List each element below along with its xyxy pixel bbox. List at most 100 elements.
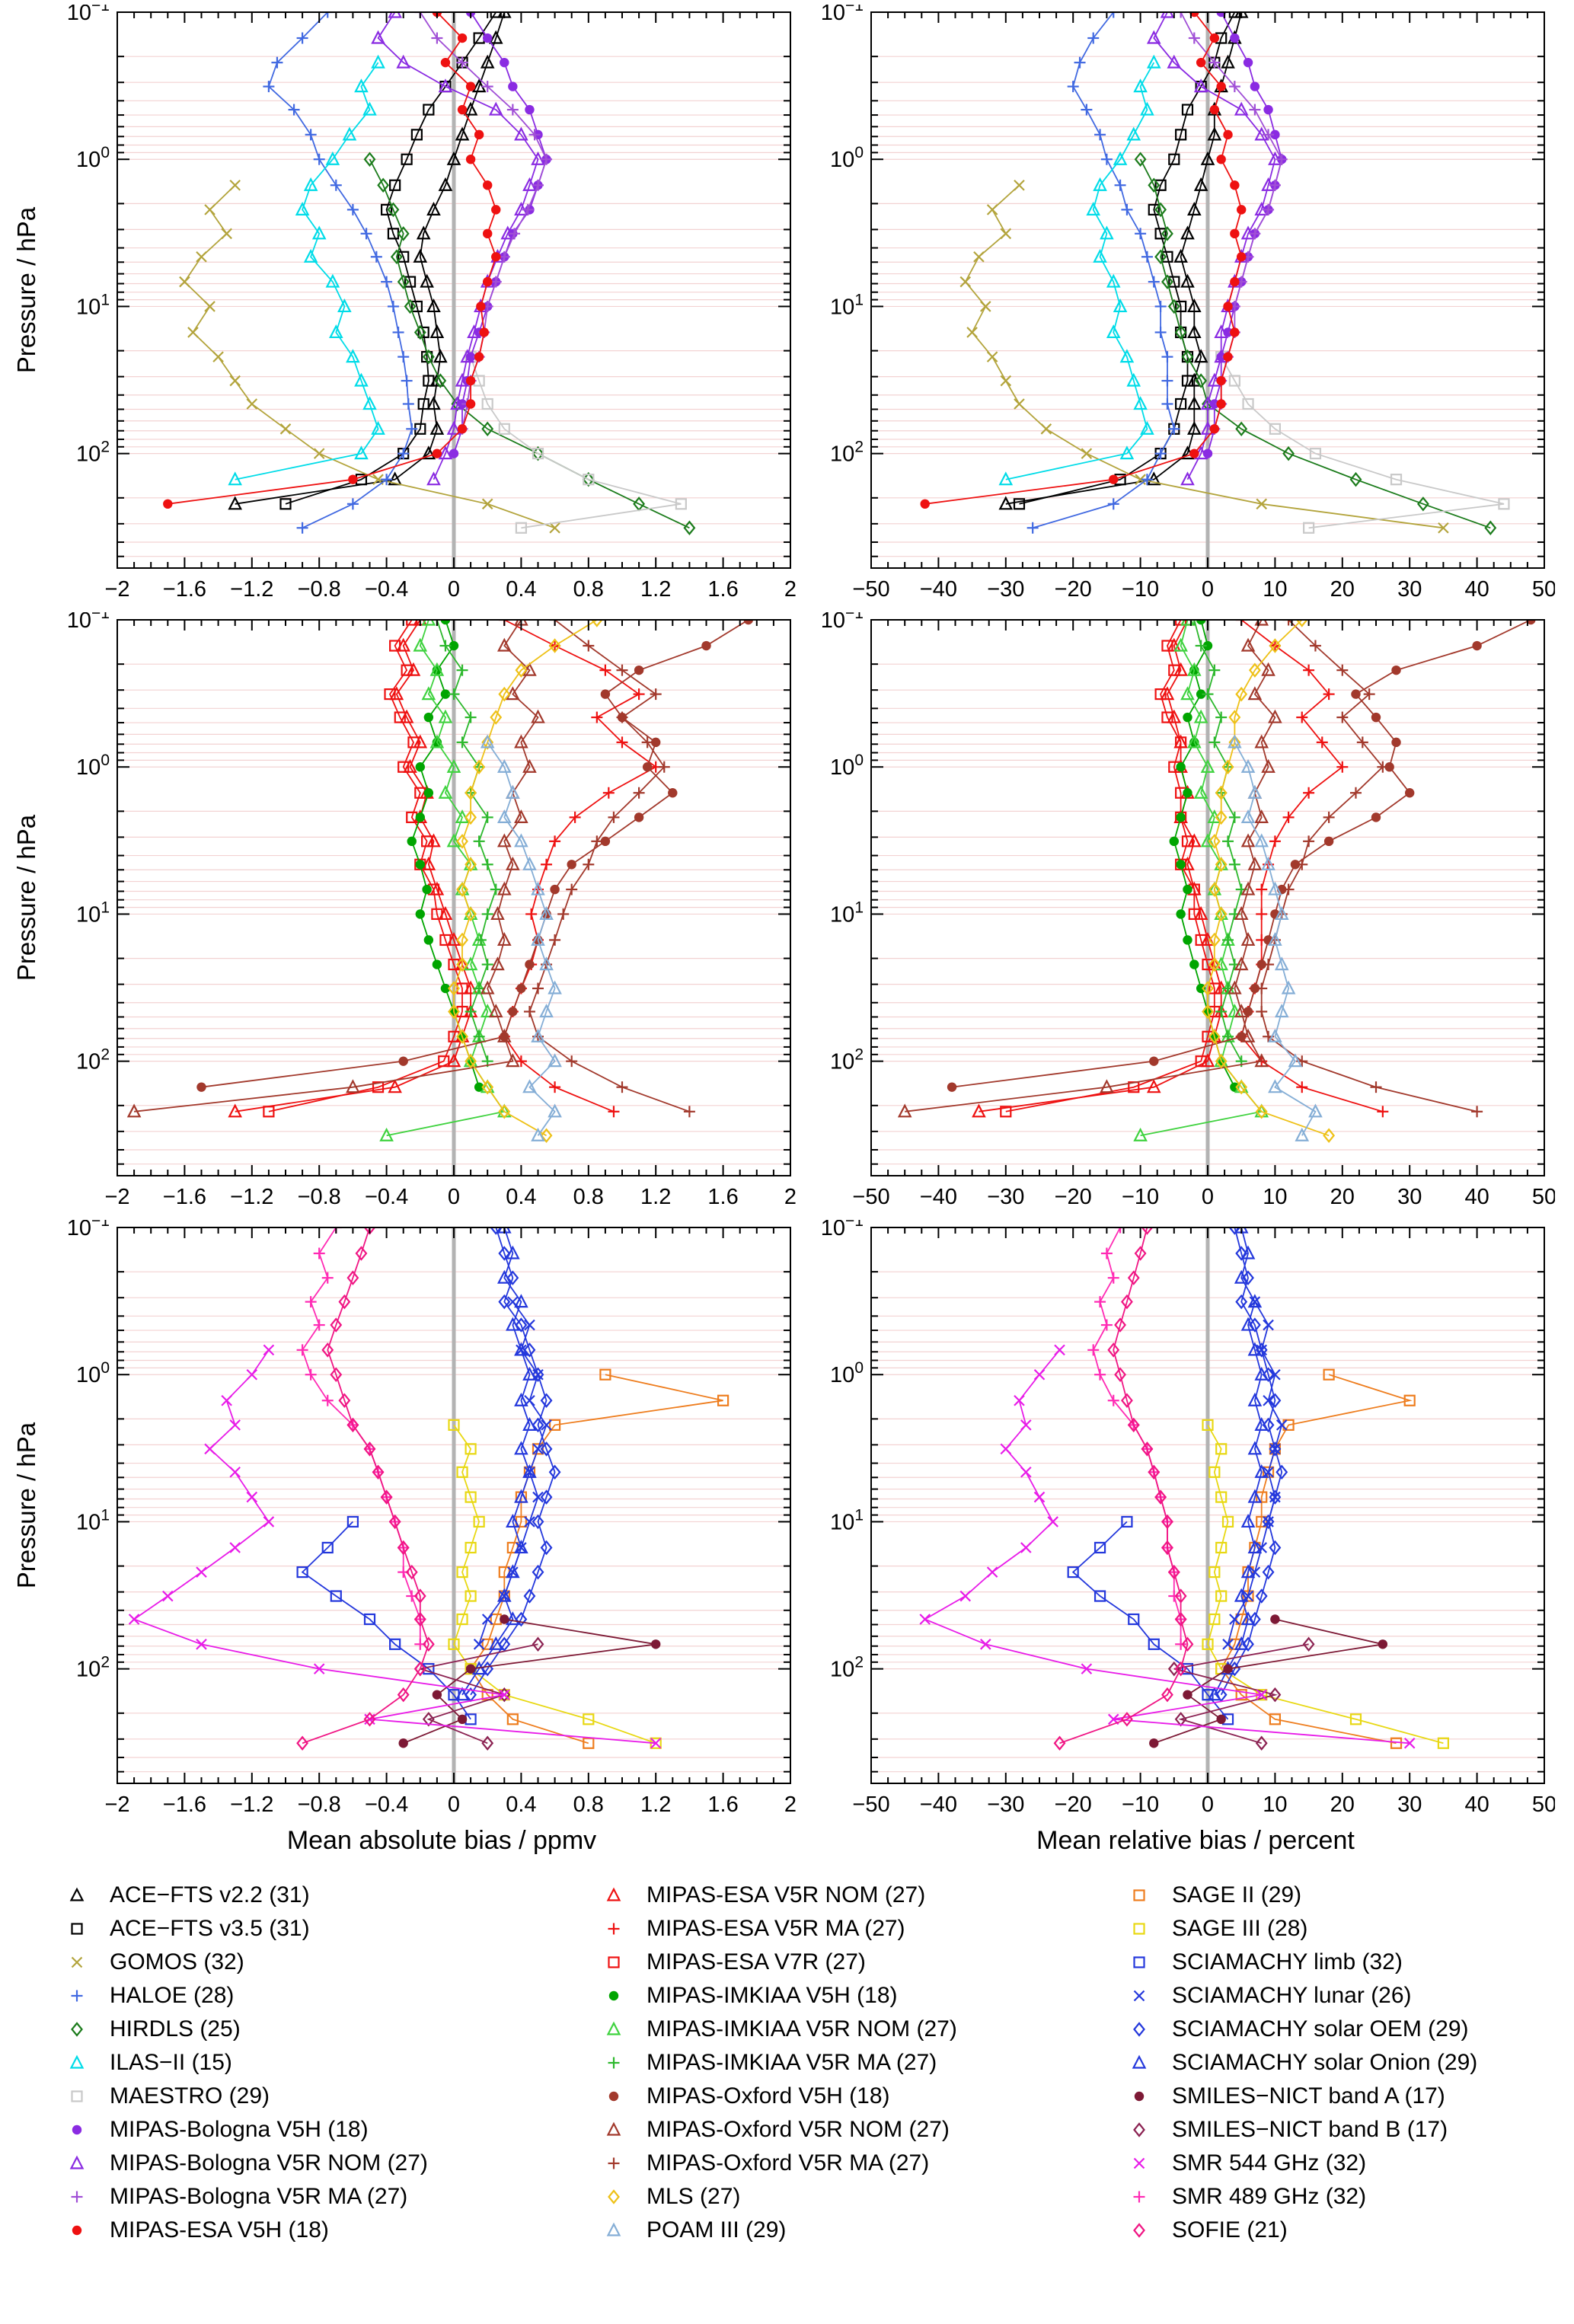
series-markers-sofie (1053, 1227, 1194, 1751)
legend-item-ilas2: ILAS−II (15) (59, 2050, 596, 2076)
axis-tick-labels: −50 −40 −30 −20 −10 0 10 20 30 40 50 10−1 100 101 102 (821, 1220, 1555, 1817)
svg-text:101: 101 (830, 1506, 864, 1534)
series-line-bolv5h (453, 12, 548, 454)
svg-text:−30: −30 (987, 577, 1024, 602)
legend-label: MAESTRO (29) (110, 2083, 270, 2109)
series-line-ace35 (1019, 12, 1236, 505)
legend-label: GOMOS (32) (110, 1949, 244, 1974)
svg-text:102: 102 (76, 439, 110, 467)
panel-relative-bias-row2: −50 −40 −30 −20 −10 0 10 20 30 40 50 10−1 100 101 102 (821, 612, 1555, 1209)
svg-text:−2: −2 (104, 1185, 129, 1209)
legend-marker-x-icon (71, 1956, 83, 1968)
series-markers-smr544 (919, 1344, 1416, 1749)
svg-text:0.8: 0.8 (573, 1792, 604, 1817)
legend-label: ILAS−II (15) (110, 2050, 232, 2075)
plot-area (126, 620, 753, 1143)
legend-marker-triangle-icon (1132, 2054, 1147, 2069)
legend-item-ace22: ACE−FTS v2.2 (31) (59, 1882, 596, 1908)
legend-label: MIPAS-Bologna V5R MA (27) (110, 2184, 408, 2209)
y-axis-title: Pressure / hPa (12, 814, 40, 982)
svg-text:1.6: 1.6 (707, 577, 738, 602)
svg-text:−50: −50 (852, 1185, 889, 1209)
chart-row-3: Pressure / hPa −2 −1.6 −1.2 −0.8 −0.4 0 0.4 0.8… (6, 1220, 1568, 1828)
plot-area (128, 1227, 730, 1751)
series-markers-sage3 (1202, 1419, 1450, 1749)
svg-text:10−1: 10−1 (67, 1220, 110, 1240)
legend-label: POAM III (29) (647, 2217, 787, 2243)
series-line-ace22 (235, 12, 506, 505)
axis-tick-labels: −50 −40 −30 −20 −10 0 10 20 30 40 50 10−1 100 101 102 (821, 5, 1555, 602)
legend-item-ace35: ACE−FTS v3.5 (31) (59, 1916, 596, 1942)
svg-text:−20: −20 (1055, 1185, 1092, 1209)
series-markers-esav5h (920, 12, 1247, 509)
svg-text:30: 30 (1397, 1792, 1422, 1817)
legend-label: HALOE (28) (110, 1983, 235, 2008)
svg-text:−40: −40 (920, 1792, 957, 1817)
series-line-ace35 (285, 12, 497, 505)
series-markers-poam3 (480, 734, 562, 1141)
series-line-smilesa (403, 1618, 656, 1745)
series-markers-oxfma (523, 620, 695, 1118)
plot-area (919, 1227, 1450, 1751)
series-line-maestro (470, 356, 682, 529)
axis-tick-labels: −2 −1.6 −1.2 −0.8 −0.4 0 0.4 0.8 1.2 1.6 2 10−1 100 1… (67, 612, 797, 1209)
svg-text:0: 0 (1202, 1792, 1214, 1817)
series-markers-ilas2 (998, 54, 1161, 486)
x-axis-title-absolute: Mean absolute bias / ppmv (286, 1826, 597, 1855)
legend-marker-circle-icon (608, 2091, 619, 2102)
series-line-haloe (267, 12, 413, 529)
svg-text:30: 30 (1397, 1185, 1422, 1209)
svg-text:40: 40 (1464, 577, 1489, 602)
panel-relative-bias-row1: −50 −40 −30 −20 −10 0 10 20 30 40 50 10−1 100 101 102 (821, 5, 1555, 602)
svg-text:0: 0 (1202, 577, 1214, 602)
legend-marker-square-icon (1133, 1923, 1145, 1935)
bias-profile-figure: Pressure / hPa −2 −1.6 −1.2 −0.8 −0.4 0 0.4 0.8… (6, 5, 1568, 2243)
series-line-smr544 (132, 1349, 656, 1745)
legend-item-oxfnom: MIPAS-Oxford V5R NOM (27) (596, 2117, 1122, 2143)
series-line-scialunar (478, 1301, 548, 1645)
svg-text:100: 100 (830, 752, 864, 780)
legend-label: SAGE III (28) (1172, 1916, 1308, 1941)
legend-label: MIPAS-Oxford V5R MA (27) (647, 2150, 930, 2176)
legend-marker-triangle-icon (606, 2021, 621, 2035)
legend-marker-triangle-icon (69, 2155, 85, 2169)
svg-text:0.8: 0.8 (573, 1185, 604, 1209)
svg-text:0: 0 (448, 1792, 460, 1817)
series-markers-mls (1202, 620, 1336, 1143)
svg-text:10: 10 (1263, 1792, 1287, 1817)
legend-item-imknom: MIPAS-IMKIAA V5R NOM (27) (596, 2016, 1122, 2042)
series-markers-mls (448, 620, 603, 1143)
series-line-ilas2 (235, 62, 379, 480)
series-markers-scialunar (473, 1296, 552, 1650)
series-line-oxfnom (134, 620, 539, 1113)
svg-text:50: 50 (1532, 1792, 1555, 1817)
series-markers-smilesa (1149, 1614, 1388, 1748)
legend-item-sage3: SAGE III (28) (1122, 1916, 1548, 1942)
legend-marker-circle-icon (72, 2225, 82, 2236)
axis-ticks (870, 1227, 1545, 1783)
svg-text:1.6: 1.6 (707, 1185, 738, 1209)
series-markers-imkv5h (1169, 620, 1240, 1092)
series-line-maestro (1220, 356, 1505, 529)
svg-text:10−1: 10−1 (821, 5, 864, 25)
svg-text:−1.6: −1.6 (163, 1792, 206, 1817)
svg-text:100: 100 (76, 1359, 110, 1387)
svg-text:20: 20 (1330, 1792, 1355, 1817)
series-markers-maestro (465, 350, 687, 534)
legend-item-bolv5h: MIPAS-Bologna V5H (18) (59, 2117, 596, 2143)
svg-text:−40: −40 (920, 1185, 957, 1209)
legend-label: MIPAS-IMKIAA V5R MA (27) (647, 2050, 937, 2075)
svg-text:−1.6: −1.6 (163, 577, 206, 602)
legend-item-hirdls: HIRDLS (25) (59, 2016, 596, 2042)
axis-ticks (117, 619, 791, 1176)
svg-text:−30: −30 (987, 1792, 1024, 1817)
series-line-esanom (979, 620, 1222, 1113)
svg-text:0.4: 0.4 (506, 1185, 536, 1209)
svg-text:−0.4: −0.4 (365, 1792, 408, 1817)
legend-item-smr544: SMR 544 GHz (32) (1122, 2150, 1548, 2176)
svg-text:1.2: 1.2 (640, 1185, 671, 1209)
svg-text:50: 50 (1532, 577, 1555, 602)
legend-marker-plus-icon (608, 1923, 620, 1935)
legend-item-esav5h: MIPAS-ESA V5H (18) (59, 2217, 596, 2243)
panel-absolute-bias-row3: −2 −1.6 −1.2 −0.8 −0.4 0 0.4 0.8 1.2 1.6 2 10−1 100 1… (67, 1220, 797, 1817)
